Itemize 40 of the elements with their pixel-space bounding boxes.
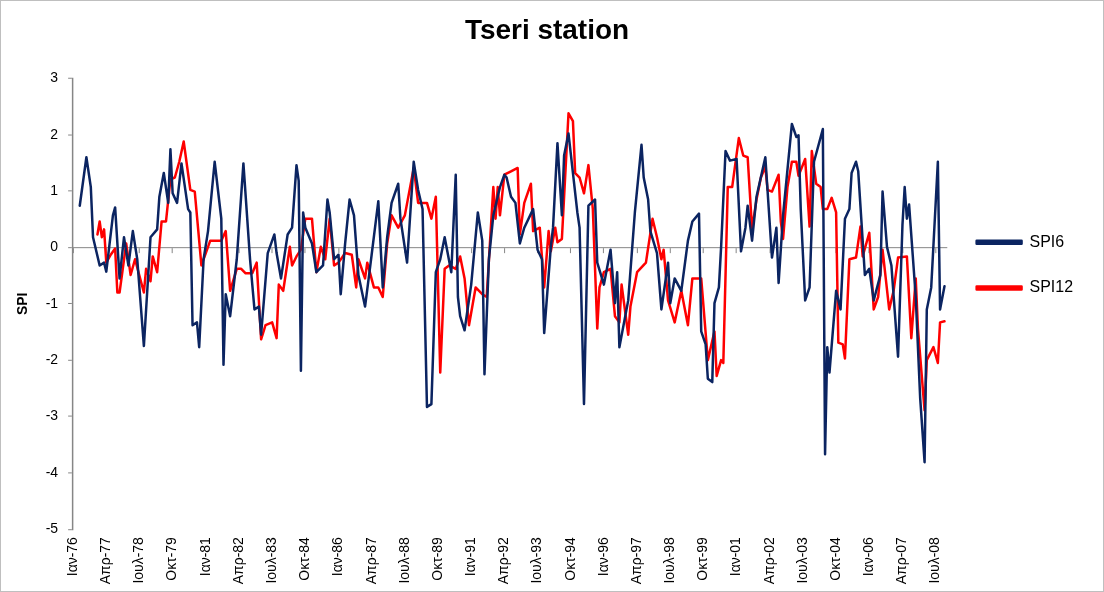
y-tick-label: 2 xyxy=(50,125,59,142)
x-tick-label: Ιαν-81 xyxy=(196,536,213,577)
x-tick-label: Απρ-87 xyxy=(362,536,379,585)
x-tick-label: Ιαν-01 xyxy=(727,536,744,577)
x-tick-label: Ιουλ-88 xyxy=(395,536,412,584)
y-tick-label: -4 xyxy=(45,463,59,480)
y-tick-label: -5 xyxy=(45,520,59,537)
x-tick-label: Ιουλ-03 xyxy=(793,536,810,584)
x-tick-label: Οκτ-04 xyxy=(826,536,843,581)
legend-label: SPI6 xyxy=(1029,232,1065,250)
x-tick-label: Ιουλ-08 xyxy=(926,536,943,584)
x-tick-label: Απρ-92 xyxy=(495,536,512,585)
y-tick-label: -3 xyxy=(45,407,59,424)
x-tick-label: Απρ-07 xyxy=(893,536,910,585)
x-tick-label: Οκτ-89 xyxy=(428,536,445,581)
x-tick-label: Ιουλ-93 xyxy=(528,536,545,584)
x-tick-label: Απρ-97 xyxy=(627,536,644,585)
x-tick-label: Ιουλ-83 xyxy=(263,536,280,584)
x-tick-label: Ιουλ-78 xyxy=(130,536,147,584)
y-axis-title: SPI xyxy=(14,292,31,316)
x-tick-label: Ιαν-76 xyxy=(63,536,80,577)
x-tick-label: Ιαν-86 xyxy=(329,536,346,577)
x-tick-label: Οκτ-94 xyxy=(561,536,578,581)
x-tick-label: Ιαν-96 xyxy=(594,536,611,577)
chart-title: Tseri station xyxy=(465,14,629,46)
y-tick-label: 3 xyxy=(50,69,59,86)
x-tick-label: Απρ-77 xyxy=(97,536,114,585)
x-tick-label: Οκτ-99 xyxy=(694,536,711,581)
y-tick-label: 1 xyxy=(50,181,59,198)
x-tick-label: Απρ-82 xyxy=(229,536,246,585)
x-tick-label: Οκτ-79 xyxy=(163,536,180,581)
x-tick-label: Απρ-02 xyxy=(760,536,777,585)
x-tick-label: Ιαν-91 xyxy=(462,536,479,577)
x-tick-label: Ιουλ-98 xyxy=(661,536,678,584)
x-tick-label: Οκτ-84 xyxy=(296,536,313,581)
y-tick-label: -1 xyxy=(45,294,59,311)
x-tick-label: Ιαν-06 xyxy=(860,536,877,577)
y-tick-label: 0 xyxy=(50,238,59,255)
legend-label: SPI12 xyxy=(1029,278,1074,296)
y-tick-label: -2 xyxy=(45,350,59,367)
